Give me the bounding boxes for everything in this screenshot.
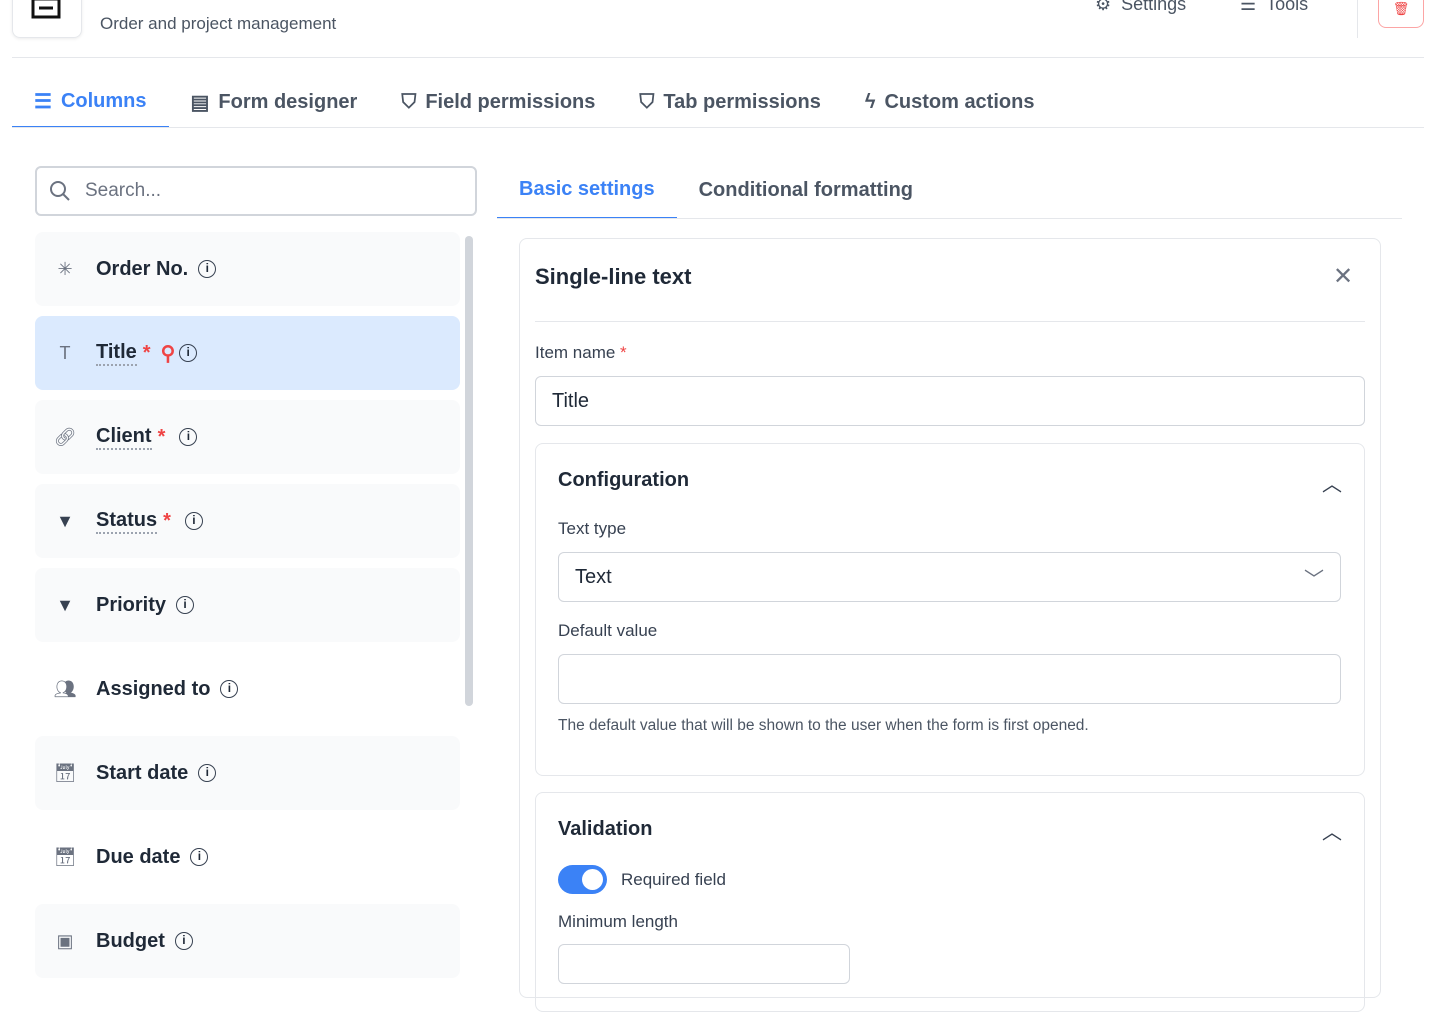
column-item-title[interactable]: T Title * ⚲ i — [35, 316, 460, 390]
tab-tab-permissions[interactable]: ⛉ Tab permissions — [639, 90, 821, 113]
info-icon[interactable]: i — [184, 512, 203, 530]
required-marker: * — [142, 341, 151, 364]
text-icon: T — [59, 342, 71, 363]
column-item-order-no[interactable]: ✳ Order No. i — [35, 232, 460, 306]
gear-icon: ⚙ — [1095, 0, 1112, 14]
money-icon: ▣ — [56, 930, 74, 951]
archive-icon — [31, 0, 61, 19]
tab-columns[interactable]: ☰ Columns — [12, 76, 169, 128]
item-name-input[interactable]: Title — [535, 376, 1365, 426]
divider — [1357, 0, 1358, 38]
calendar-icon: 📅︎ — [53, 762, 77, 783]
divider — [12, 57, 1424, 58]
chevron-up-icon[interactable]: ︿ — [1322, 822, 1342, 844]
search-input[interactable] — [85, 180, 445, 202]
panel-tabs: Basic settings Conditional formatting — [497, 162, 935, 219]
app-subtitle: Order and project management — [100, 14, 337, 33]
form-icon: ▤ — [190, 91, 210, 114]
required-marker: * — [157, 425, 166, 448]
asterisk-icon: ✳ — [57, 258, 73, 279]
min-length-input[interactable] — [558, 944, 850, 984]
tab-field-permissions[interactable]: ⛉ Field permissions — [401, 90, 596, 113]
configuration-section — [535, 443, 1365, 776]
dropdown-icon: ▼ — [56, 510, 74, 531]
tab-custom-actions[interactable]: ϟ Custom actions — [864, 90, 1035, 113]
shield-icon: ⛉ — [639, 90, 655, 113]
divider — [535, 321, 1365, 322]
info-icon[interactable]: i — [190, 848, 209, 866]
divider — [497, 218, 1402, 219]
validation-title: Validation — [558, 818, 653, 840]
users-icon: 👥︎ — [53, 678, 77, 699]
column-item-priority[interactable]: ▼ Priority i — [35, 568, 460, 642]
search-box[interactable] — [35, 166, 477, 216]
chevron-down-icon: ﹀ — [1304, 568, 1324, 591]
column-item-due-date[interactable]: 📅︎ Due date i — [35, 820, 460, 894]
main-tabs: ☰ Columns ▤ Form designer ⛉ Field permissio… — [12, 76, 1056, 128]
settings-button[interactable]: ⚙ Settings — [1095, 0, 1186, 15]
text-type-label: Text type — [558, 519, 627, 538]
configuration-title: Configuration — [558, 469, 690, 491]
column-item-start-date[interactable]: 📅︎ Start date i — [35, 736, 460, 810]
default-value-input[interactable] — [558, 654, 1341, 704]
column-item-assigned-to[interactable]: 👥︎ Assigned to i — [35, 652, 460, 726]
close-icon[interactable]: ✕ — [1333, 263, 1354, 290]
item-name-label: Item name * — [535, 343, 627, 362]
column-item-client[interactable]: 🔗︎ Client * i — [35, 400, 460, 474]
info-icon[interactable]: i — [179, 344, 198, 362]
trash-icon: 🗑 — [1392, 1, 1410, 16]
text-type-select[interactable]: Text ﹀ — [558, 552, 1341, 602]
info-icon[interactable]: i — [220, 680, 239, 698]
required-marker: * — [163, 509, 171, 532]
column-item-budget[interactable]: ▣ Budget i — [35, 904, 460, 978]
link-icon: 🔗︎ — [53, 426, 77, 447]
info-icon[interactable]: i — [174, 932, 193, 950]
required-field-label: Required field — [621, 870, 726, 889]
tab-basic-settings[interactable]: Basic settings — [497, 162, 677, 219]
menu-icon: ☰ — [1240, 0, 1257, 14]
app-logo — [12, 0, 82, 38]
info-icon[interactable]: i — [198, 764, 217, 782]
info-icon[interactable]: i — [198, 260, 217, 278]
tab-conditional-formatting[interactable]: Conditional formatting — [698, 179, 914, 201]
calendar-icon: 📅︎ — [53, 846, 77, 867]
delete-button[interactable]: 🗑 — [1378, 0, 1424, 28]
list-icon: ☰ — [34, 90, 52, 113]
min-length-label: Minimum length — [558, 912, 678, 931]
divider — [12, 127, 1424, 128]
shield-icon: ⛉ — [401, 90, 417, 113]
required-toggle[interactable] — [558, 865, 607, 894]
info-icon[interactable]: i — [176, 596, 195, 614]
chevron-up-icon[interactable]: ︿ — [1322, 474, 1342, 496]
key-icon[interactable]: ⚲ — [160, 342, 176, 365]
column-list: ✳ Order No. i T Title * ⚲ i 🔗︎ Client * i ▼ Status… — [35, 232, 460, 988]
info-icon[interactable]: i — [179, 428, 198, 446]
default-value-label: Default value — [558, 621, 658, 640]
default-value-help: The default value that will be shown to … — [558, 717, 1089, 734]
tab-form-designer[interactable]: ▤ Form designer — [190, 90, 358, 114]
panel-title: Single-line text — [535, 264, 692, 289]
tools-button[interactable]: ☰ Tools — [1240, 0, 1308, 15]
dropdown-icon: ▼ — [56, 594, 74, 615]
scrollbar[interactable] — [465, 236, 473, 706]
column-item-status[interactable]: ▼ Status * i — [35, 484, 460, 558]
bolt-icon: ϟ — [864, 90, 876, 113]
search-icon — [50, 181, 70, 201]
